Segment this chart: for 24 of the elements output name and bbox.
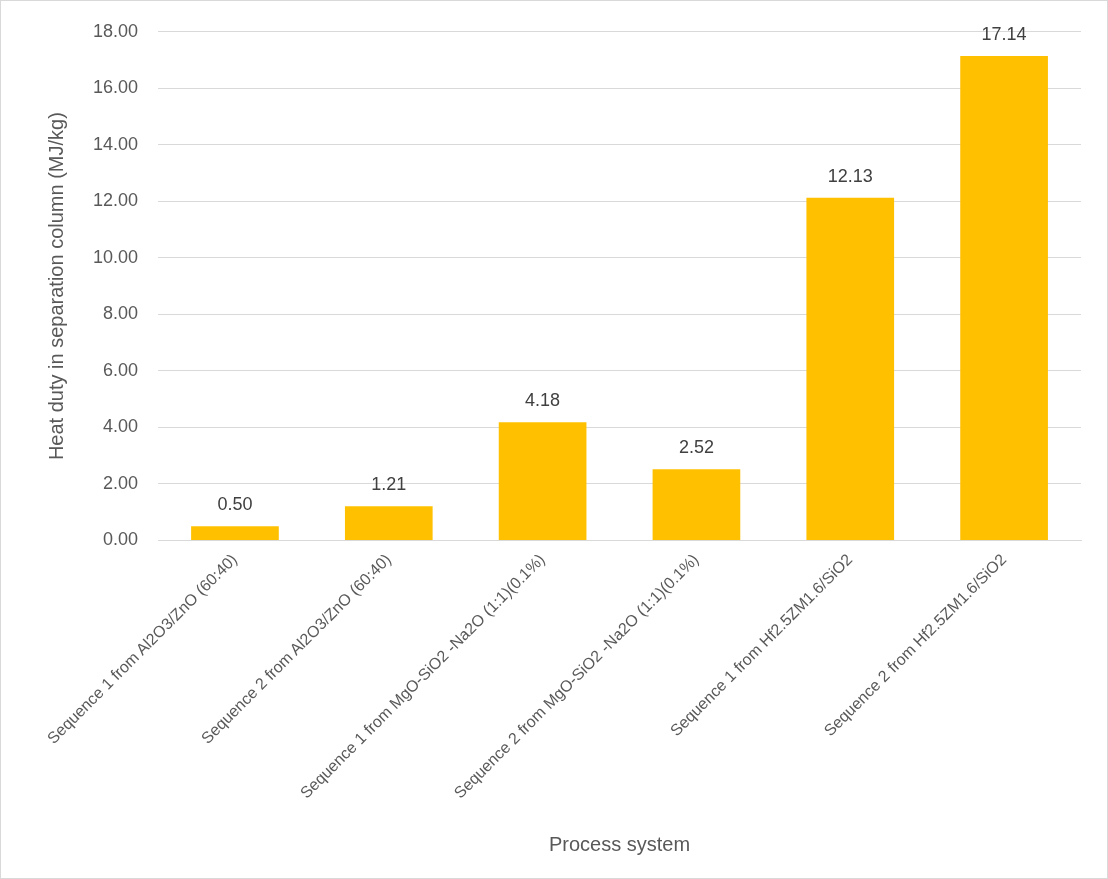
data-label: 2.52 (678, 437, 714, 458)
y-tick-label: 14.00 (93, 133, 139, 154)
bar (960, 56, 1048, 540)
y-tick-label: 16.00 (93, 77, 139, 98)
y-tick-label: 18.00 (93, 20, 139, 41)
data-label: 17.14 (981, 24, 1027, 45)
bar (191, 526, 279, 540)
y-tick-label: 4.00 (103, 416, 139, 437)
y-tick-label: 2.00 (103, 472, 139, 493)
data-label: 1.21 (371, 474, 407, 495)
y-axis-title: Heat duty in separation column (MJ/kg) (44, 112, 67, 461)
bar (344, 506, 433, 540)
data-label: 12.13 (827, 165, 873, 186)
y-tick-label: 8.00 (103, 303, 139, 324)
y-tick-label: 12.00 (93, 190, 139, 211)
bar (652, 469, 741, 540)
x-axis-title: Process system (548, 832, 691, 855)
bar (498, 422, 587, 540)
data-label: 4.18 (525, 390, 561, 411)
y-tick-label: 10.00 (93, 246, 139, 267)
bar (806, 197, 895, 540)
y-tick-label: 6.00 (103, 359, 139, 380)
y-tick-label: 0.00 (103, 529, 139, 550)
data-label: 0.50 (217, 494, 253, 515)
